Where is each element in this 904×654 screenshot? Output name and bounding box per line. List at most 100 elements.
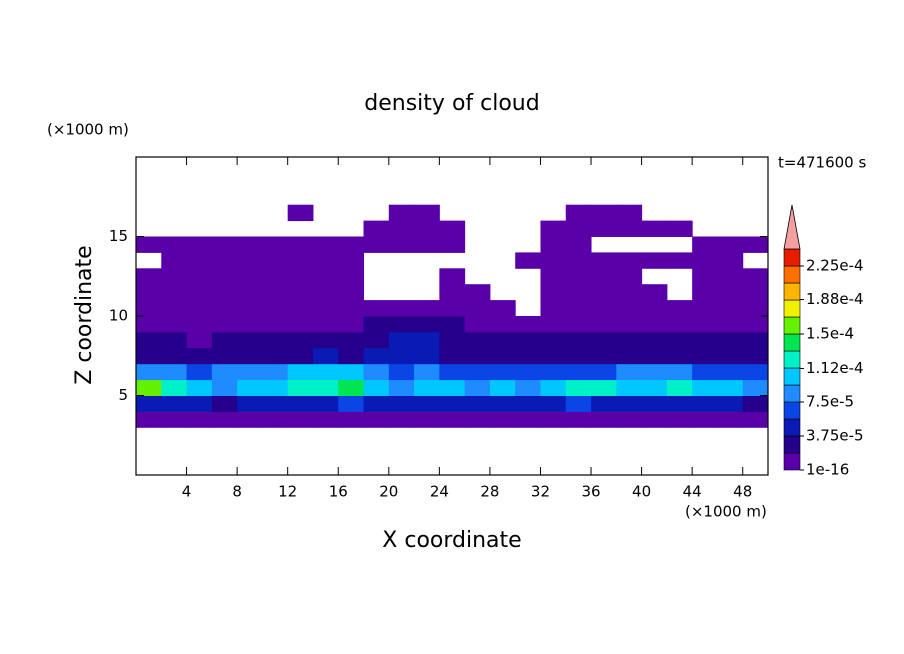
x-tick-label: 40 [632,483,651,501]
contour-cell [565,331,592,349]
contour-cell [540,331,567,349]
contour-cell [287,300,314,317]
contour-cell [439,331,466,349]
colorbar-tick-label: 2.25e-4 [806,257,864,275]
contour-cell [388,347,415,365]
contour-cell [616,220,643,237]
contour-cell [312,379,339,396]
contour-cell [439,347,466,365]
contour-cell [616,347,643,365]
contour-cell [464,284,491,301]
contour-cell [464,379,491,396]
contour-cell [742,236,769,253]
contour-cell [237,268,263,285]
contour-cell [414,300,440,317]
contour-cell [338,379,365,396]
contour-cell [287,411,314,428]
contour-cell [211,395,238,412]
contour-cell [338,300,365,317]
contour-cell [161,379,188,396]
contour-cell [591,300,617,317]
contour-cell [565,236,592,253]
contour-cell [262,395,289,412]
contour-cell [692,268,718,285]
x-tick-label: 32 [531,483,550,501]
contour-cell [616,300,643,317]
contour-cell [262,252,289,269]
contour-cell [489,316,516,333]
contour-cell [262,379,289,396]
contour-cell [616,284,643,301]
contour-cell [186,411,213,428]
contour-cell [717,331,744,349]
contour-cell [717,411,744,428]
contour-cell [464,316,491,333]
contour-cell [616,395,643,412]
contour-cell [211,411,238,428]
contour-cell [211,379,238,396]
contour-cell [692,331,718,349]
contour-cell [565,268,592,285]
contour-cell [388,236,415,253]
contour-cell [692,347,718,365]
contour-cell [262,236,289,253]
contour-cell [338,331,365,349]
contour-cell [565,284,592,301]
contour-cell [742,268,769,285]
colorbar-band [783,316,801,335]
contour-cell [439,300,466,317]
contour-cell [666,252,693,269]
contour-cell [742,300,769,317]
contour-cell [161,300,188,317]
contour-cell [363,331,390,349]
contour-cell [363,411,390,428]
contour-cell [287,363,314,381]
contour-cell [515,331,541,349]
contour-cell [237,252,263,269]
contour-cell [565,316,592,333]
contour-cell [742,363,769,381]
contour-cell [186,395,213,412]
contour-cell [439,411,466,428]
contour-cell [666,220,693,237]
colorbar-band [783,282,801,301]
contour-cell [591,284,617,301]
contour-cell [312,363,339,381]
contour-cell [312,395,339,412]
contour-cell [136,395,162,412]
contour-cell [211,236,238,253]
contour-cell [363,220,390,237]
contour-cell [464,300,491,317]
contour-cell [489,395,516,412]
contour-cell [262,268,289,285]
contour-cell [287,331,314,349]
contour-cell [616,331,643,349]
contour-cell [414,316,440,333]
contour-cell [136,331,162,349]
contour-cell [211,284,238,301]
contour-cell [565,204,592,222]
contour-cell [717,268,744,285]
contour-cell [439,236,466,253]
contour-cell [641,347,668,365]
contour-cell [540,316,567,333]
y-axis-title: Z coordinate [72,245,97,384]
contour-cell [363,300,390,317]
contour-cell [136,363,162,381]
contour-cell [489,331,516,349]
contour-cell [464,411,491,428]
contour-cell [540,284,567,301]
x-tick-label: 4 [182,483,192,501]
contour-cell [565,347,592,365]
contour-cell [742,411,769,428]
x-unit: (×1000 m) [685,503,767,521]
contour-cell [666,300,693,317]
contour-cell [262,300,289,317]
contour-cell [515,316,541,333]
contour-cell [439,220,466,237]
contour-cell [186,316,213,333]
contour-cell [717,316,744,333]
contour-cell [338,411,365,428]
contour-cell [692,284,718,301]
